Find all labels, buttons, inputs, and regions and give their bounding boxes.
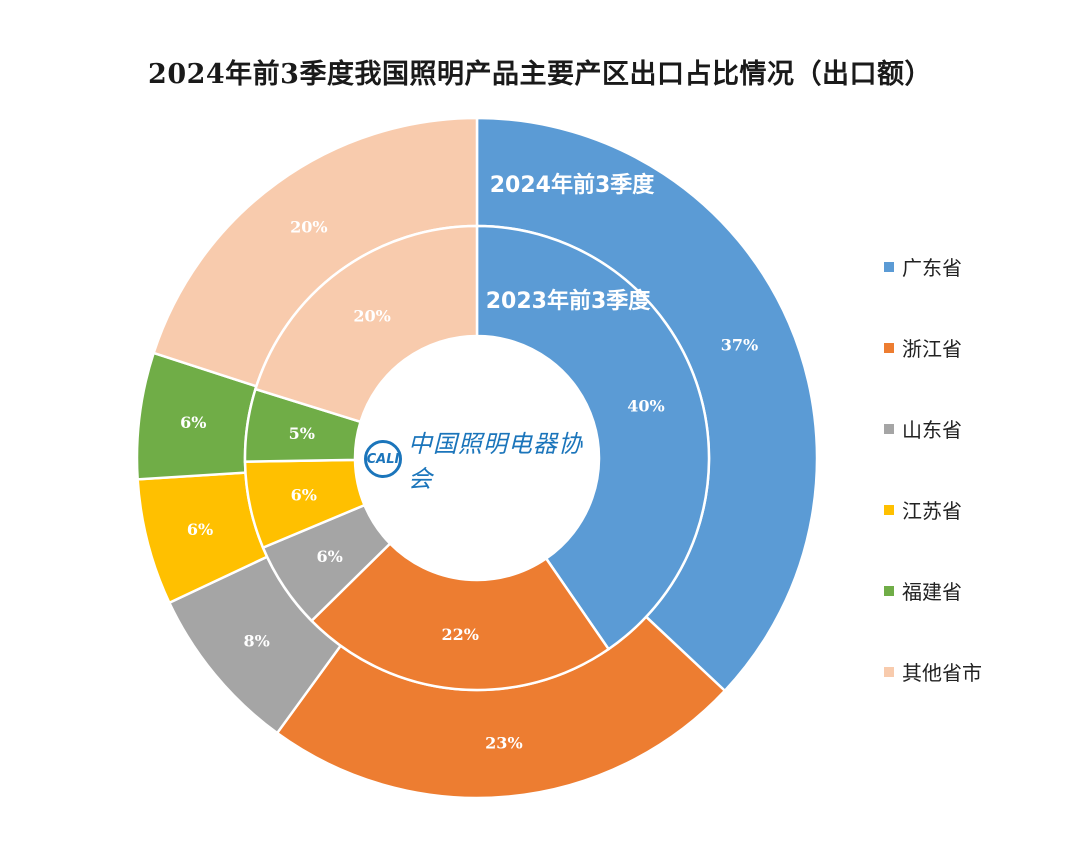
data-label-outer-5: 20% <box>290 218 327 237</box>
legend-swatch <box>884 586 894 596</box>
legend-item: 福建省 <box>884 550 982 631</box>
series-label-outer: 2024年前3季度 <box>490 172 656 198</box>
legend-label: 浙江省 <box>902 333 962 362</box>
legend-item: 山东省 <box>884 388 982 469</box>
association-logo: CALI 中国照明电器协会 <box>364 434 596 484</box>
data-label-inner-1: 22% <box>441 625 478 644</box>
legend-label: 其他省市 <box>902 657 982 686</box>
legend-swatch <box>884 262 894 272</box>
legend-label: 福建省 <box>902 576 962 605</box>
data-label-outer-2: 8% <box>243 631 269 650</box>
cali-logo-mark: CALI <box>364 440 402 478</box>
legend-swatch <box>884 505 894 515</box>
data-label-inner-0: 40% <box>627 396 664 415</box>
legend-item: 浙江省 <box>884 307 982 388</box>
data-label-inner-2: 6% <box>316 547 342 566</box>
legend-item: 广东省 <box>884 226 982 307</box>
legend-swatch <box>884 343 894 353</box>
series-label-inner: 2023年前3季度 <box>486 288 652 314</box>
data-label-inner-3: 6% <box>291 485 317 504</box>
data-label-outer-3: 6% <box>187 520 213 539</box>
data-label-outer-1: 23% <box>485 734 522 753</box>
data-label-inner-5: 20% <box>353 306 390 325</box>
legend-swatch <box>884 667 894 677</box>
data-label-outer-0: 37% <box>721 335 758 354</box>
legend-label: 山东省 <box>902 414 962 443</box>
logo-text: 中国照明电器协会 <box>408 424 596 494</box>
data-label-outer-4: 6% <box>180 413 206 432</box>
legend-item: 江苏省 <box>884 469 982 550</box>
legend: 广东省浙江省山东省江苏省福建省其他省市 <box>884 226 982 712</box>
legend-label: 广东省 <box>902 252 962 281</box>
legend-label: 江苏省 <box>902 495 962 524</box>
legend-item: 其他省市 <box>884 631 982 712</box>
legend-swatch <box>884 424 894 434</box>
data-label-inner-4: 5% <box>289 424 315 443</box>
